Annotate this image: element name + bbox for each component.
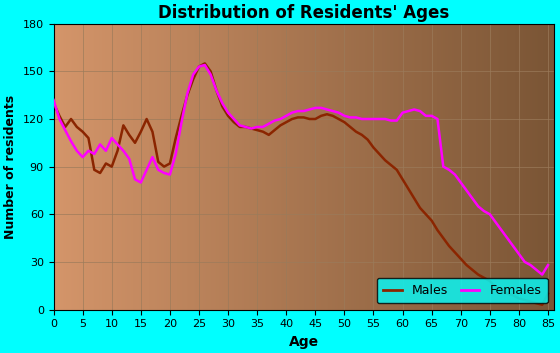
Legend: Males, Females: Males, Females: [377, 278, 548, 303]
Y-axis label: Number of residents: Number of residents: [4, 95, 17, 239]
Title: Distribution of Residents' Ages: Distribution of Residents' Ages: [158, 4, 449, 22]
X-axis label: Age: Age: [288, 335, 319, 349]
